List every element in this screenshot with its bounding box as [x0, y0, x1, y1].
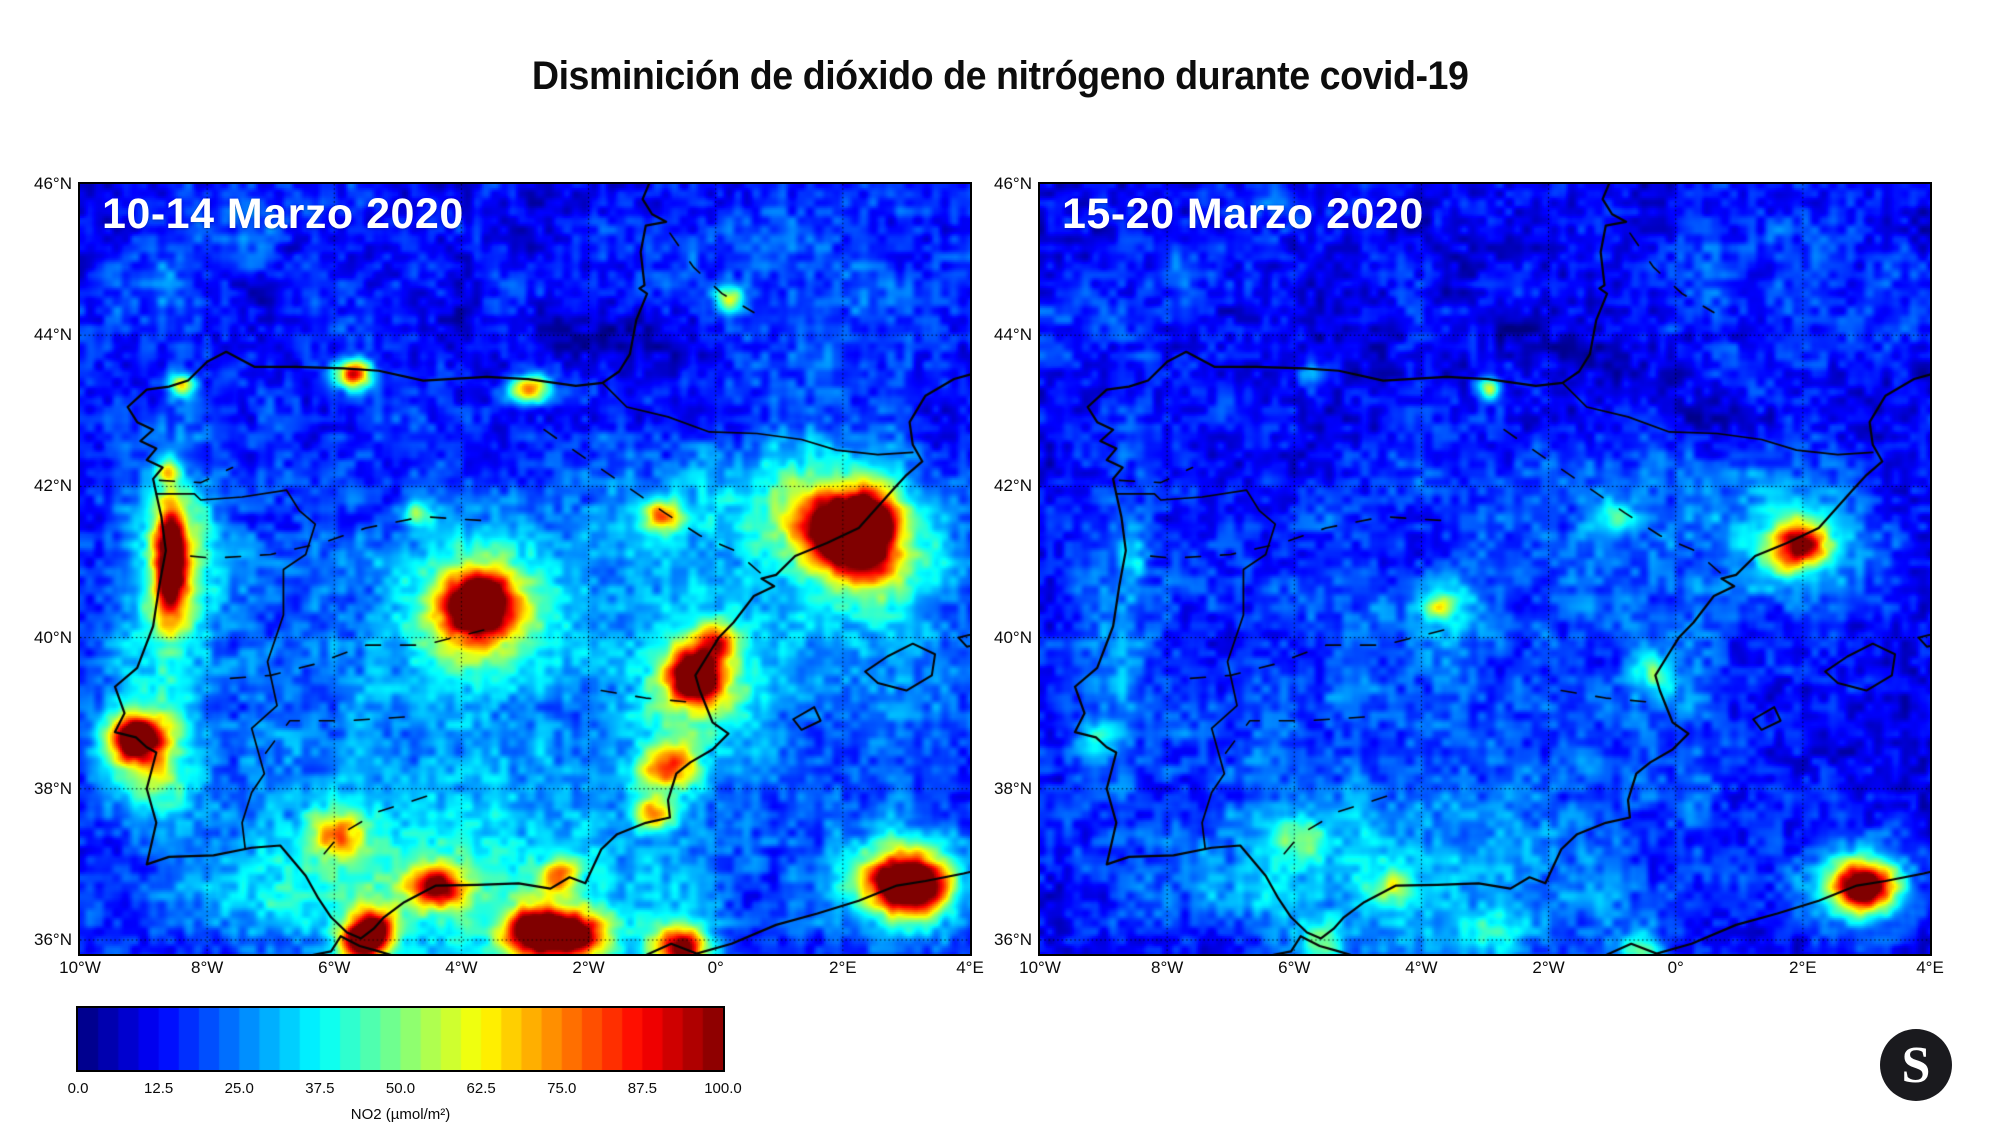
brand-logo: S — [1880, 1029, 1952, 1101]
lat-tick-label: 36°N — [34, 930, 72, 949]
lat-tick-label: 42°N — [994, 476, 1032, 496]
lon-tick-label: 6°W — [1278, 958, 1311, 977]
lon-tick-label: 8°W — [190, 958, 224, 977]
lon-tick-label: 4°E — [956, 958, 984, 977]
lon-tick-label: 2°W — [1532, 958, 1565, 977]
no2-heatmap-canvas-during — [1040, 184, 1930, 954]
lon-tick-label: 4°E — [1916, 958, 1944, 977]
colorbar-gradient — [78, 1008, 723, 1070]
colorbar-tick-label: 100.0 — [704, 1080, 742, 1097]
lat-tick-label: 38°N — [994, 778, 1032, 798]
colorbar-tick-label: 0.0 — [67, 1080, 89, 1097]
colorbar-tick-label: 25.0 — [224, 1080, 254, 1097]
colorbar-tick-label: 87.5 — [627, 1080, 657, 1097]
lon-tick-label: 0° — [707, 958, 724, 977]
colorbar-tick-label: 62.5 — [466, 1080, 496, 1097]
lon-tick-label: 4°W — [1405, 958, 1438, 977]
page-title-text: Disminición de dióxido de nitrógeno dura… — [531, 54, 1469, 98]
brand-logo-letter: S — [1901, 1037, 1931, 1094]
colorbar-tick-label: 50.0 — [385, 1080, 416, 1097]
lat-tick-label: 46°N — [994, 174, 1032, 193]
colorbar-tick-label: 12.5 — [144, 1080, 174, 1097]
panel-date-label-before: 10-14 Marzo 2020 — [102, 190, 464, 238]
page-title: Disminición de dióxido de nitrógeno dura… — [0, 54, 2000, 99]
map-panel-during: 15-20 Marzo 2020 — [1038, 182, 1932, 956]
lat-tick-label: 38°N — [34, 778, 72, 798]
lat-tick-label: 42°N — [34, 476, 72, 496]
panel-date-label-during: 15-20 Marzo 2020 — [1062, 190, 1424, 238]
lat-tick-label: 36°N — [994, 930, 1032, 949]
no2-heatmap-canvas-before — [80, 184, 970, 954]
lat-tick-label: 40°N — [994, 627, 1032, 647]
lon-tick-label: 0° — [1667, 958, 1684, 977]
lat-tick-label: 46°N — [34, 174, 72, 193]
colorbar — [76, 1006, 725, 1072]
lon-tick-label: 10°W — [1019, 958, 1061, 977]
lon-tick-label: 2°E — [829, 958, 857, 977]
lat-tick-label: 40°N — [34, 627, 72, 647]
colorbar-tick-label: 75.0 — [547, 1080, 577, 1097]
lon-tick-label: 8°W — [1150, 958, 1184, 977]
lon-tick-label: 4°W — [445, 958, 478, 977]
colorbar-unit-label: NO2 (µmol/m²) — [350, 1106, 451, 1123]
map-panel-before: 10-14 Marzo 2020 — [78, 182, 972, 956]
lat-tick-label: 44°N — [34, 325, 72, 345]
lat-tick-label: 44°N — [994, 325, 1032, 345]
lon-tick-label: 6°W — [318, 958, 351, 977]
colorbar-tick-label: 37.5 — [305, 1080, 335, 1097]
lon-tick-label: 2°E — [1789, 958, 1817, 977]
lon-tick-label: 2°W — [572, 958, 605, 977]
lon-tick-label: 10°W — [59, 958, 101, 977]
